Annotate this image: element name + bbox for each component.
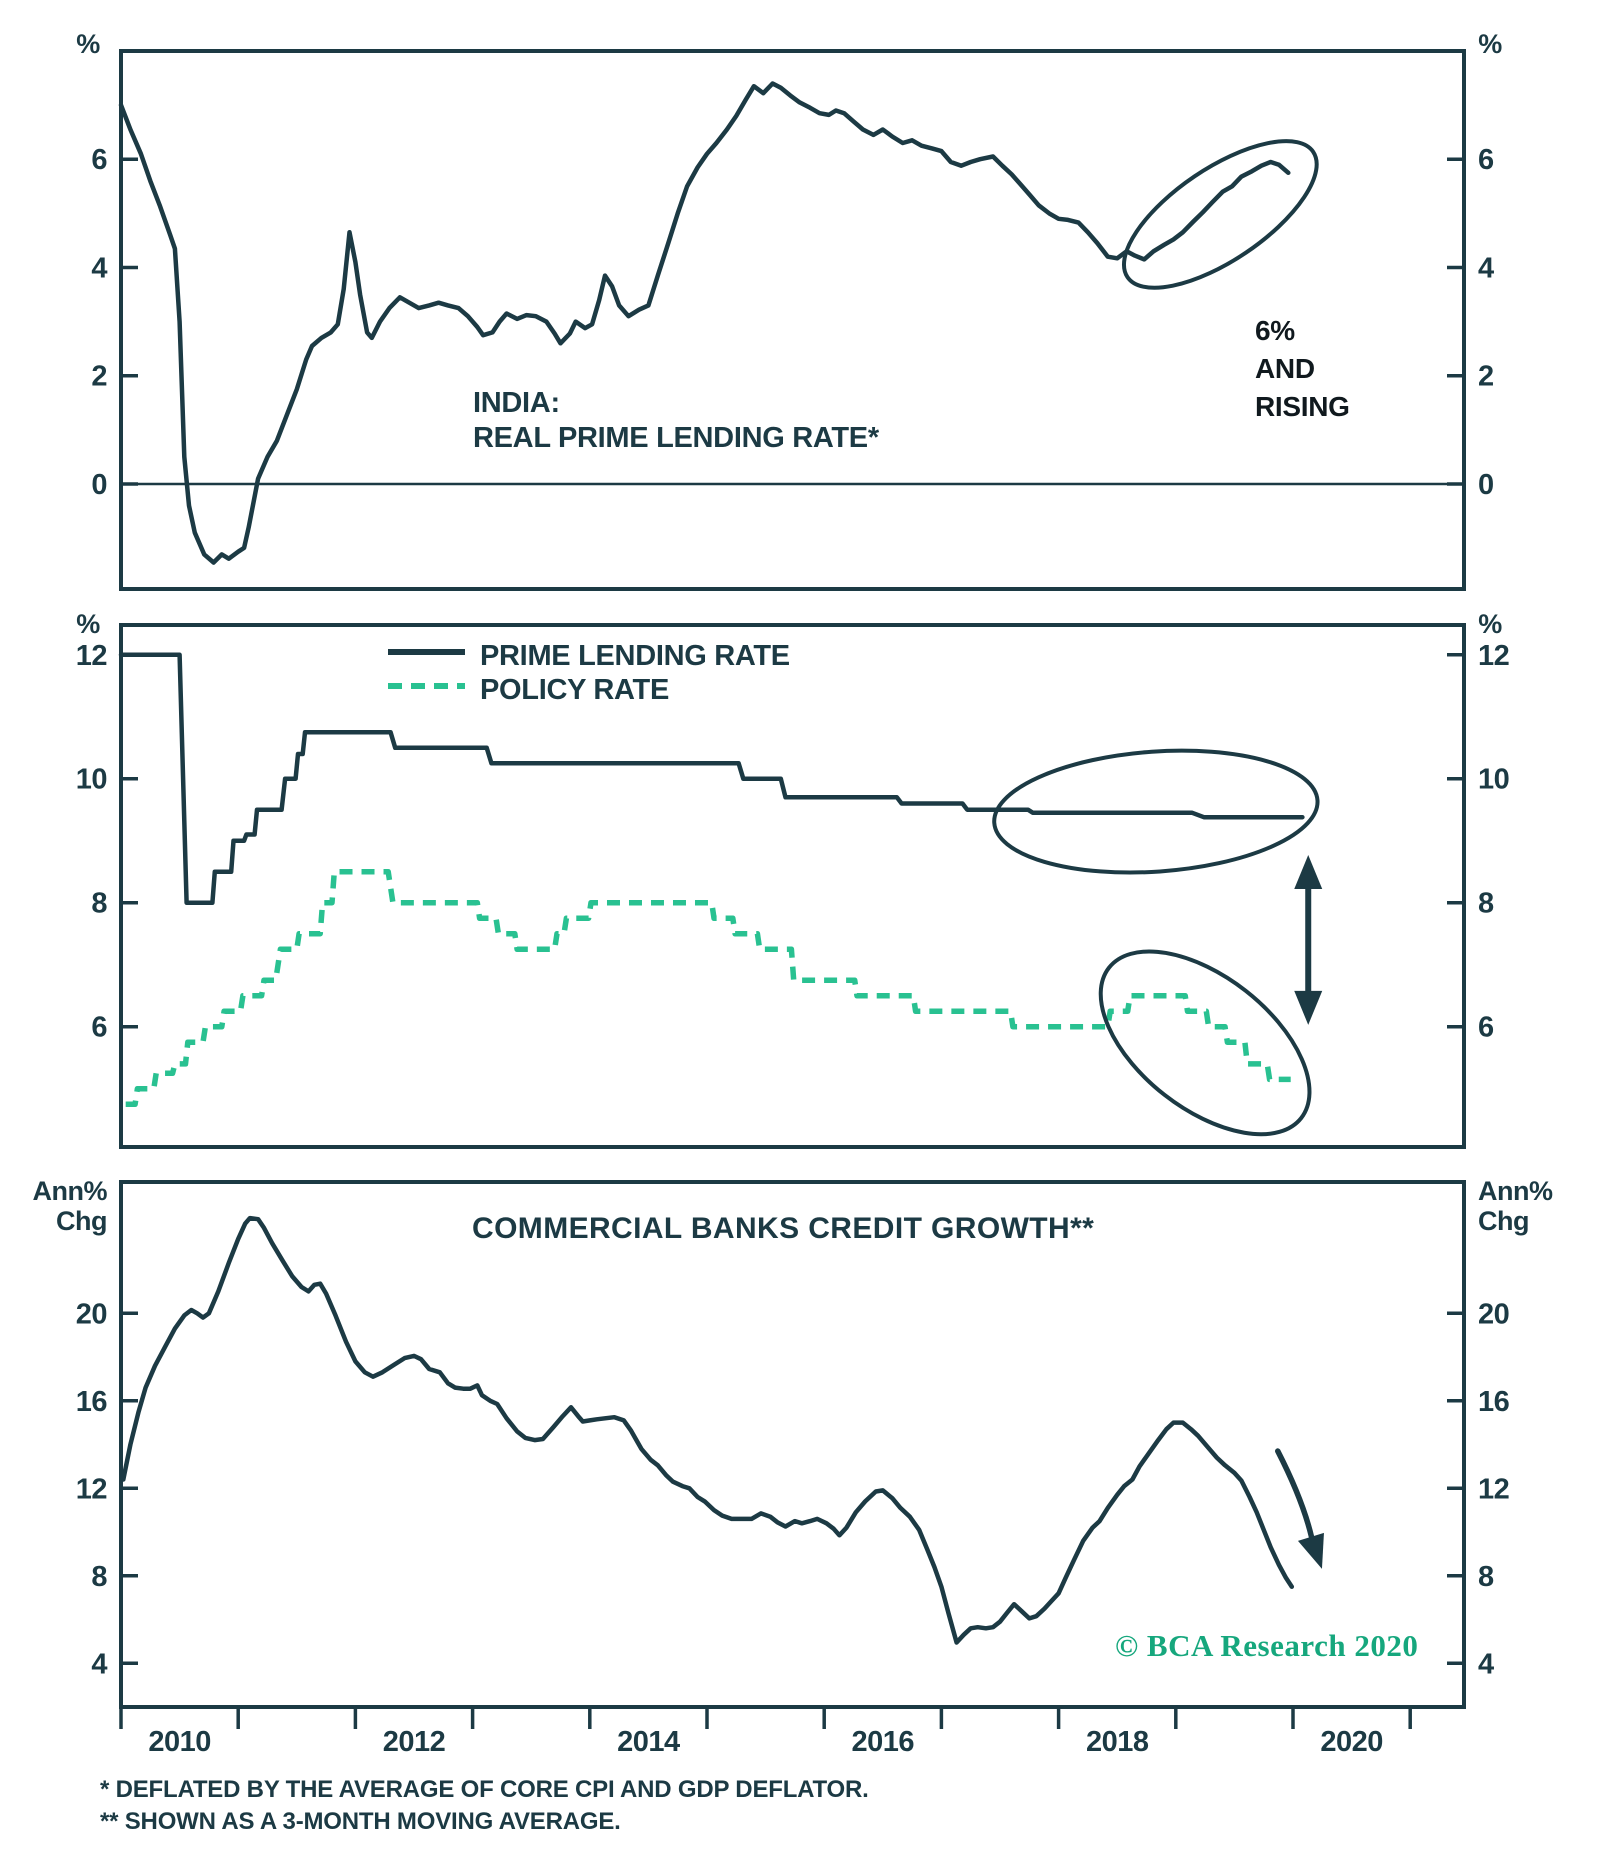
middle-ytick-label-left: 12 [76, 640, 107, 672]
x-tick-label-2014: 2014 [617, 1726, 680, 1758]
annotation-6pct-line2: AND [1255, 353, 1315, 384]
top-unit-left: % [76, 29, 100, 59]
top-ytick-label-right: 6 [1478, 144, 1494, 176]
middle-unit-right: % [1478, 609, 1502, 639]
top-unit-right: % [1478, 29, 1502, 59]
top-ytick-label-left: 4 [91, 252, 107, 284]
middle-ytick-label-right: 12 [1478, 640, 1509, 672]
gap-arrow-head-down [1294, 990, 1323, 1025]
middle-ytick-label-right: 10 [1478, 764, 1509, 796]
top-ytick-label-right: 4 [1478, 252, 1494, 284]
annotation-ellipse [992, 748, 1320, 875]
bottom-ytick-label-right: 20 [1478, 1298, 1509, 1330]
middle-ytick-label-right: 6 [1478, 1012, 1494, 1044]
series-commercial-banks-credit-growth [121, 1215, 1295, 1645]
top-panel-frame [119, 49, 1466, 591]
middle-ytick-label-left: 10 [76, 764, 107, 796]
top-ytick-label-left: 2 [91, 361, 107, 393]
legend-label-prime-lending-rate: PRIME LENDING RATE [480, 640, 790, 672]
middle-ytick-label-left: 8 [91, 888, 107, 920]
series-policy-rate [125, 868, 1291, 1107]
bottom-panel-title: COMMERCIAL BANKS CREDIT GROWTH** [472, 1212, 1094, 1245]
annotation-ellipse [1121, 139, 1319, 290]
bottom-ytick-label-left: 16 [76, 1386, 108, 1418]
middle-unit-left: % [76, 609, 100, 639]
top-panel-title-line2: REAL PRIME LENDING RATE* [473, 422, 880, 454]
x-tick-label-2016: 2016 [852, 1726, 915, 1758]
bottom-unit-left-line2: Chg [56, 1206, 107, 1236]
bottom-unit-left-line1: Ann% [33, 1176, 108, 1206]
bottom-ytick-label-right: 12 [1478, 1473, 1509, 1505]
middle-ytick-label-right: 8 [1478, 888, 1494, 920]
bottom-ytick-label-right: 8 [1478, 1561, 1494, 1593]
top-panel-title-line1: INDIA: [473, 387, 560, 419]
bottom-ytick-label-left: 8 [91, 1561, 107, 1593]
bottom-unit-right-line2: Chg [1478, 1206, 1529, 1236]
top-ytick-label-left: 0 [91, 469, 107, 501]
down-arrow-head [1297, 1532, 1324, 1569]
x-tick-label-2020: 2020 [1320, 1726, 1383, 1758]
x-tick-label-2010: 2010 [148, 1726, 211, 1758]
down-arrow-shaft [1275, 1448, 1317, 1552]
series-real-prime-lending-rate [118, 81, 1291, 565]
middle-ytick-label-left: 6 [91, 1012, 107, 1044]
bottom-ytick-label-left: 12 [76, 1473, 107, 1505]
annotation-6pct-line1: 6% [1255, 315, 1295, 346]
gap-arrow-head-up [1294, 855, 1323, 890]
bottom-unit-right-line1: Ann% [1478, 1176, 1553, 1206]
annotation-ellipse [1098, 949, 1312, 1137]
footnote-moving-average: ** SHOWN AS A 3-MONTH MOVING AVERAGE. [100, 1808, 621, 1835]
middle-panel-frame [119, 623, 1466, 1149]
bottom-ytick-label-left: 20 [76, 1298, 107, 1330]
bottom-ytick-label-left: 4 [91, 1648, 107, 1680]
top-ytick-label-right: 2 [1478, 361, 1494, 393]
x-tick-label-2012: 2012 [383, 1726, 446, 1758]
bottom-ytick-label-right: 16 [1478, 1386, 1510, 1418]
bottom-panel-frame [119, 1180, 1466, 1709]
annotation-6pct-line3: RISING [1255, 391, 1350, 422]
footnote-deflated: * DEFLATED BY THE AVERAGE OF CORE CPI AN… [100, 1776, 869, 1803]
legend-label-policy-rate: POLICY RATE [480, 674, 669, 706]
bottom-ytick-label-right: 4 [1478, 1648, 1494, 1680]
top-ytick-label-left: 6 [91, 144, 107, 176]
bca-research-copyright: © BCA Research 2020 [1115, 1628, 1418, 1663]
series-prime-lending-rate [118, 652, 1305, 905]
x-tick-label-2018: 2018 [1086, 1726, 1149, 1758]
top-ytick-label-right: 0 [1478, 469, 1494, 501]
